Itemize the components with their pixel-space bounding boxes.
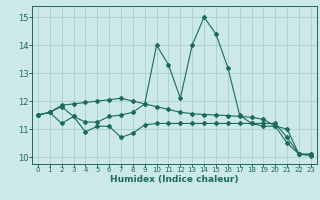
X-axis label: Humidex (Indice chaleur): Humidex (Indice chaleur) bbox=[110, 175, 239, 184]
